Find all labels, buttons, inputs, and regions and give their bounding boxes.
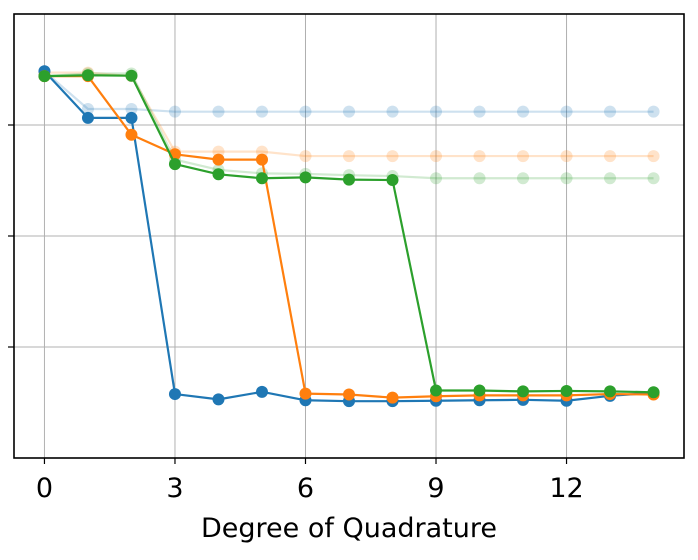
solid-series-layer <box>38 65 660 408</box>
data-point <box>38 70 51 83</box>
data-point <box>604 150 617 163</box>
data-point <box>473 384 486 397</box>
data-point <box>647 386 660 399</box>
x-tick-label: 3 <box>166 473 183 504</box>
ticks: 0 3 6 9 12 <box>8 124 584 504</box>
data-point <box>386 391 399 404</box>
data-point <box>168 388 181 401</box>
data-point <box>386 105 399 118</box>
grid <box>14 14 684 458</box>
data-point <box>560 384 573 397</box>
data-point <box>168 158 181 171</box>
data-point <box>604 105 617 118</box>
data-point <box>604 385 617 398</box>
data-point <box>299 150 312 163</box>
data-point <box>343 105 355 118</box>
data-point <box>647 105 660 118</box>
data-point <box>255 153 268 166</box>
data-point <box>212 393 225 406</box>
data-point <box>81 69 94 82</box>
data-point <box>560 105 573 118</box>
data-point <box>343 388 355 401</box>
data-point <box>647 172 660 185</box>
data-point <box>125 128 138 141</box>
data-point <box>255 105 268 118</box>
x-tick-label: 12 <box>549 473 583 504</box>
x-axis-label: Degree of Quadrature <box>201 513 497 544</box>
data-point <box>560 150 573 163</box>
data-point <box>517 385 530 398</box>
series-line <box>43 70 654 113</box>
data-point <box>125 103 138 116</box>
data-point <box>81 111 94 124</box>
data-point <box>386 150 399 163</box>
data-point <box>255 172 268 185</box>
data-point <box>430 384 443 397</box>
x-tick-label: 9 <box>427 473 444 504</box>
data-point <box>343 173 355 186</box>
data-point <box>168 105 181 118</box>
series-line <box>44 71 654 158</box>
data-point <box>647 150 660 163</box>
data-point <box>255 385 268 398</box>
data-point <box>343 150 355 163</box>
data-point <box>473 150 486 163</box>
data-point <box>517 105 530 118</box>
data-point <box>299 105 312 118</box>
data-point <box>517 172 530 185</box>
data-point <box>81 103 94 116</box>
data-point <box>212 153 225 166</box>
data-point <box>125 111 138 124</box>
data-point <box>212 168 225 181</box>
x-tick-label: 6 <box>297 473 314 504</box>
data-point <box>604 172 617 185</box>
data-point <box>560 172 573 185</box>
data-point <box>473 172 486 185</box>
data-point <box>125 69 138 82</box>
data-point <box>517 150 530 163</box>
data-point <box>430 150 443 163</box>
data-point <box>430 105 443 118</box>
data-point <box>212 105 225 118</box>
x-tick-label: 0 <box>36 473 53 504</box>
data-point <box>299 387 312 400</box>
data-point <box>473 105 486 118</box>
data-point <box>299 171 312 184</box>
data-point <box>430 172 443 185</box>
data-point <box>386 174 399 187</box>
